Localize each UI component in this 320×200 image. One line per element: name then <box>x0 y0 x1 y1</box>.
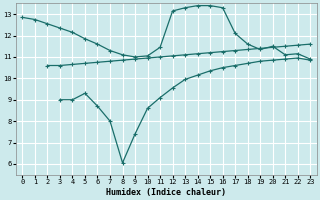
X-axis label: Humidex (Indice chaleur): Humidex (Indice chaleur) <box>106 188 226 197</box>
